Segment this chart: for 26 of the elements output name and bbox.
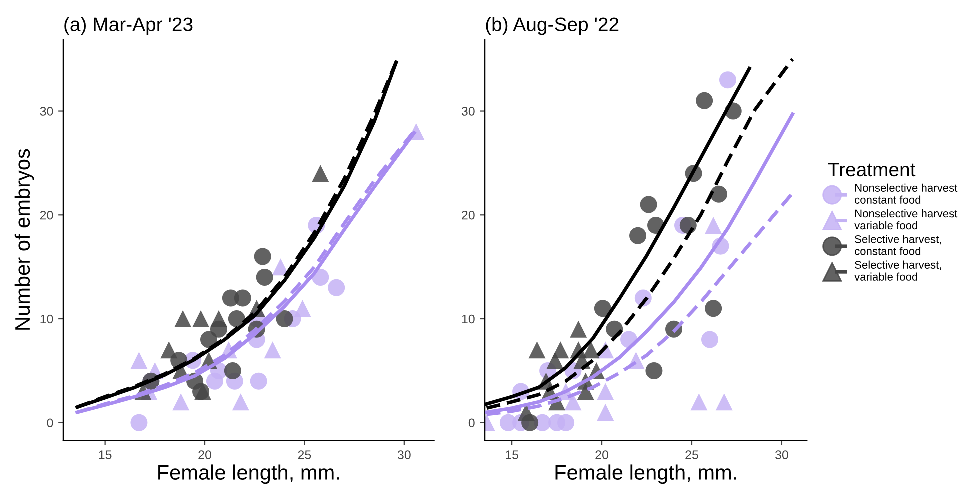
- x-tick-label: 15: [99, 450, 112, 460]
- chart-title: (a) Mar-Apr '23: [64, 17, 193, 36]
- y-tick-label: 0: [468, 418, 475, 428]
- y-tick-label: 30: [462, 107, 475, 116]
- y-tick-label: 10: [40, 314, 54, 324]
- legend-label: Nonselective harvest variable food: [854, 209, 958, 230]
- x-tick-label: 25: [298, 450, 312, 460]
- y-tick-label: 20: [40, 210, 54, 220]
- y-tick-label: 10: [462, 314, 475, 324]
- legend-label: Nonselective harvest constant food: [855, 184, 958, 204]
- y-tick-label: 0: [47, 418, 54, 428]
- chart-title: (b) Aug-Sep '22: [486, 17, 619, 36]
- x-tick-label: 20: [596, 450, 608, 460]
- legend-title: Treatment: [828, 163, 916, 177]
- y-tick-label: 30: [40, 107, 54, 116]
- x-tick-label: 30: [398, 450, 411, 460]
- x-tick-label: 20: [198, 450, 212, 460]
- x-tick-label: 30: [775, 450, 788, 460]
- y-axis-title: Number of embryos: [14, 149, 34, 330]
- y-tick-label: 20: [462, 210, 475, 220]
- x-tick-label: 25: [686, 450, 698, 460]
- legend-label: Selective harvest, constant food: [855, 235, 942, 256]
- x-axis-title: Female length, mm.: [158, 464, 340, 484]
- x-tick-label: 15: [506, 450, 518, 460]
- x-axis-title: Female length, mm.: [556, 464, 736, 484]
- legend-label: Selective harvest, variable food: [854, 260, 942, 281]
